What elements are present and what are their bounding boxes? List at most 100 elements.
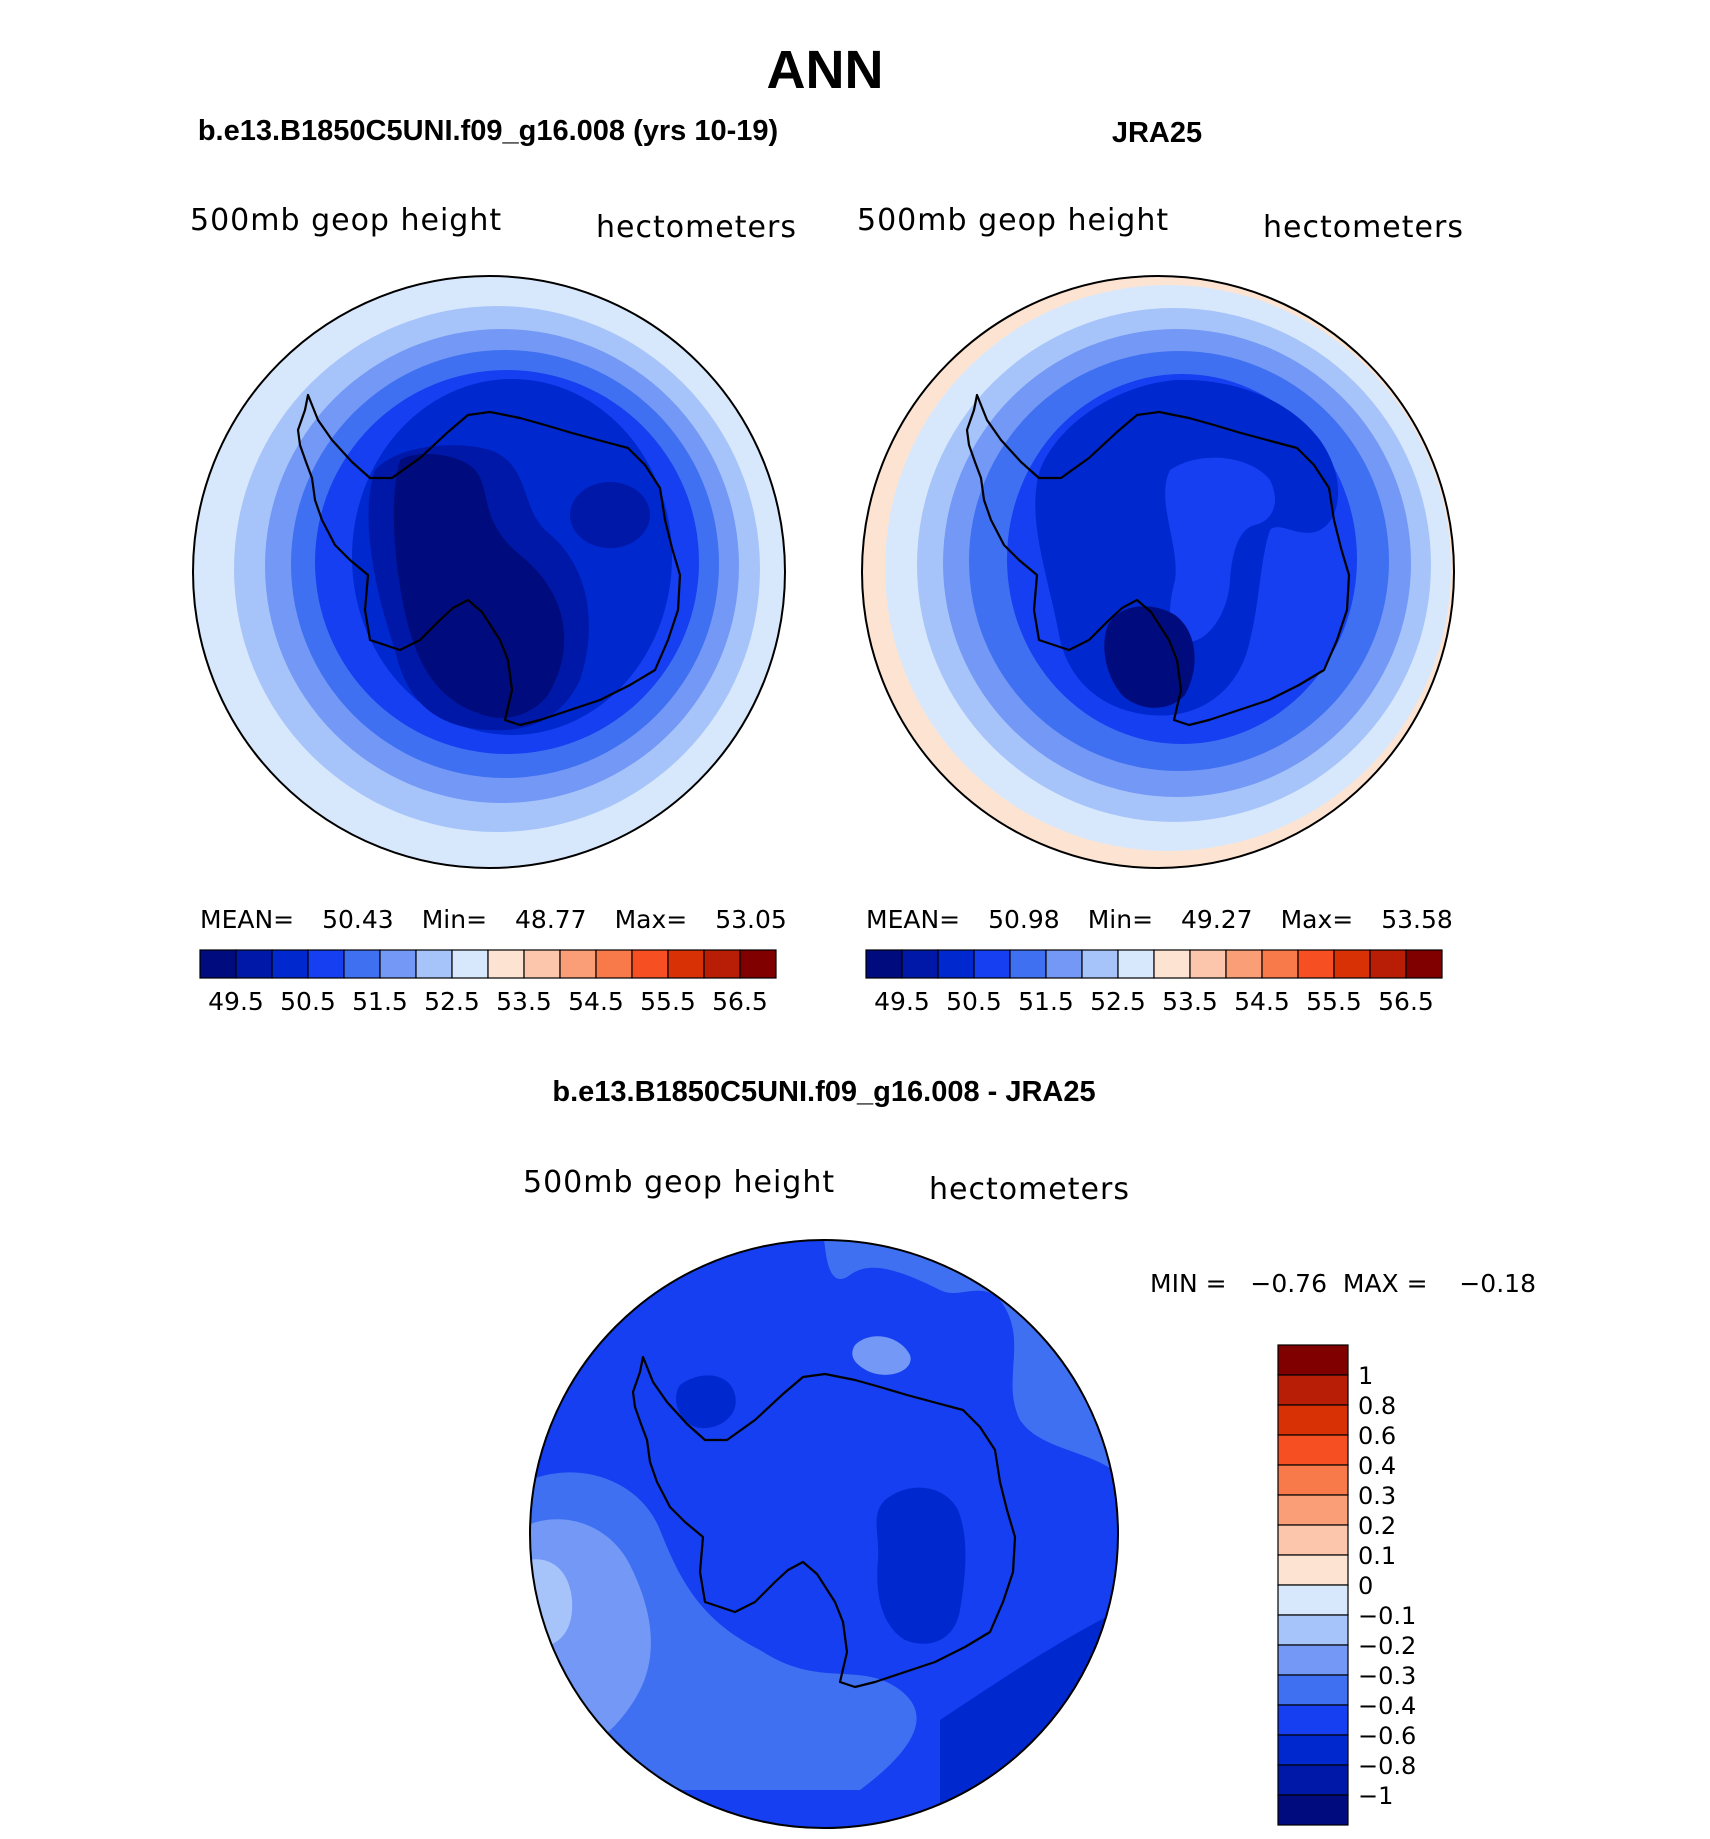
panel1-colorbar: 49.5 50.5 51.5 52.5 53.5 54.5 55.5 56.5 (199, 949, 777, 1016)
panel1-title: b.e13.B1850C5UNI.f09_g16.008 (yrs 10-19) (198, 115, 778, 147)
panel3-map (530, 1240, 1118, 1828)
panel2-map (862, 276, 1454, 868)
colorbar-cell (271, 949, 309, 979)
colorbar-tick-label: −0.2 (1358, 1632, 1416, 1660)
colorbar-cell (1277, 1434, 1349, 1466)
panel3-map-border (529, 1239, 1119, 1829)
colorbar-cell (415, 949, 453, 979)
panel3-coastline (631, 1355, 1017, 1689)
colorbar-cell (1277, 1644, 1349, 1676)
colorbar-cell (1009, 949, 1047, 979)
panel3-colorbar: 10.80.60.40.30.20.10−0.1−0.2−0.3−0.4−0.6… (1277, 1344, 1416, 1826)
colorbar-cell (343, 949, 381, 979)
panel1-variable-label: 500mb geop height (190, 203, 502, 238)
colorbar-cell (1277, 1704, 1349, 1736)
colorbar-tick-label: 55.5 (1306, 987, 1362, 1016)
colorbar-cell (1277, 1464, 1349, 1496)
colorbar-cell (379, 949, 417, 979)
p2-mean-label: MEAN= (866, 905, 960, 934)
p3-band-5 (852, 1336, 911, 1375)
colorbar-cell (487, 949, 525, 979)
colorbar-tick-label: 49.5 (208, 987, 264, 1016)
panel2-stats: MEAN= 50.98 Min= 49.27 Max= 53.58 (866, 905, 1453, 934)
colorbar-cell (1277, 1674, 1349, 1706)
colorbar-cell (1277, 1734, 1349, 1766)
colorbar-tick-label: 55.5 (640, 987, 696, 1016)
colorbar-tick-label: 51.5 (1018, 987, 1074, 1016)
colorbar-tick-label: −0.6 (1358, 1722, 1416, 1750)
colorbar-tick-label: 53.5 (496, 987, 552, 1016)
colorbar-cell (937, 949, 975, 979)
colorbar-cell (1277, 1494, 1349, 1526)
colorbar-cell (1369, 949, 1407, 979)
panel1-units-label: hectometers (596, 210, 797, 245)
p1-max-label: Max= (615, 905, 688, 934)
colorbar-cell (1297, 949, 1335, 979)
p1-max-value: 53.05 (715, 905, 787, 934)
panel1-coastline (296, 393, 682, 727)
p2-min-label: Min= (1088, 905, 1153, 934)
colorbar-cell (901, 949, 939, 979)
panel3-title: b.e13.B1850C5UNI.f09_g16.008 - JRA25 (552, 1076, 1095, 1108)
colorbar-cell (1405, 949, 1443, 979)
colorbar-cell (1333, 949, 1371, 979)
colorbar-tick-label: 49.5 (874, 987, 930, 1016)
colorbar-cell (1277, 1794, 1349, 1826)
colorbar-cell (1277, 1554, 1349, 1586)
colorbar-tick-label: −0.3 (1358, 1662, 1416, 1690)
colorbar-tick-label: 0.2 (1358, 1512, 1396, 1540)
colorbar-cell (1277, 1614, 1349, 1646)
panel3-stats: MIN = −0.76 MAX = −0.18 (1150, 1269, 1536, 1298)
colorbar-tick-label: 51.5 (352, 987, 408, 1016)
colorbar-tick-label: −1 (1358, 1782, 1393, 1810)
colorbar-tick-label: 50.5 (946, 987, 1002, 1016)
panel2-map-border (861, 275, 1455, 869)
colorbar-tick-label: 54.5 (1234, 987, 1290, 1016)
colorbar-tick-label: 0 (1358, 1572, 1373, 1600)
colorbar-cell (1277, 1404, 1349, 1436)
colorbar-cell (631, 949, 669, 979)
colorbar-cell (1277, 1764, 1349, 1796)
colorbar-tick-label: 53.5 (1162, 987, 1218, 1016)
panel3-variable-label: 500mb geop height (523, 1165, 835, 1200)
colorbar-cell (1153, 949, 1191, 979)
colorbar-tick-label: −0.4 (1358, 1692, 1416, 1720)
panel2-coastline (965, 393, 1351, 727)
colorbar-cell (703, 949, 741, 979)
panel2-colorbar: 49.5 50.5 51.5 52.5 53.5 54.5 55.5 56.5 (865, 949, 1443, 1016)
panel3-units-label: hectometers (929, 1172, 1130, 1207)
colorbar-cell (1045, 949, 1083, 979)
colorbar-cell (559, 949, 597, 979)
colorbar-cell (667, 949, 705, 979)
panel1-map (193, 276, 785, 868)
panel1-map-border (192, 275, 786, 869)
colorbar-cell (739, 949, 777, 979)
colorbar-cell (1225, 949, 1263, 979)
p1-band-8 (570, 482, 650, 548)
p2-band-7 (1165, 457, 1275, 642)
colorbar-tick-label: 0.6 (1358, 1422, 1396, 1450)
colorbar-cell (865, 949, 903, 979)
colorbar-cell (199, 949, 237, 979)
colorbar-tick-label: 0.3 (1358, 1482, 1396, 1510)
p2-min-value: 49.27 (1181, 905, 1253, 934)
colorbar-cell (973, 949, 1011, 979)
colorbar-tick-label: 1 (1358, 1362, 1373, 1390)
colorbar-tick-label: 0.4 (1358, 1452, 1396, 1480)
colorbar-tick-label: 0.1 (1358, 1542, 1396, 1570)
p2-max-value: 53.58 (1381, 905, 1453, 934)
colorbar-cell (595, 949, 633, 979)
p1-mean-label: MEAN= (200, 905, 294, 934)
p1-band-7 (393, 453, 565, 718)
colorbar-tick-label: 52.5 (424, 987, 480, 1016)
colorbar-tick-label: −0.1 (1358, 1602, 1416, 1630)
panel2-title: JRA25 (1112, 117, 1202, 149)
p1-mean-value: 50.43 (322, 905, 394, 934)
panel1-stats: MEAN= 50.43 Min= 48.77 Max= 53.05 (200, 905, 787, 934)
panel2-variable-label: 500mb geop height (857, 203, 1169, 238)
colorbar-tick-label: 56.5 (712, 987, 768, 1016)
page-title: ANN (767, 40, 884, 100)
colorbar-cell (523, 949, 561, 979)
colorbar-tick-label: 50.5 (280, 987, 336, 1016)
